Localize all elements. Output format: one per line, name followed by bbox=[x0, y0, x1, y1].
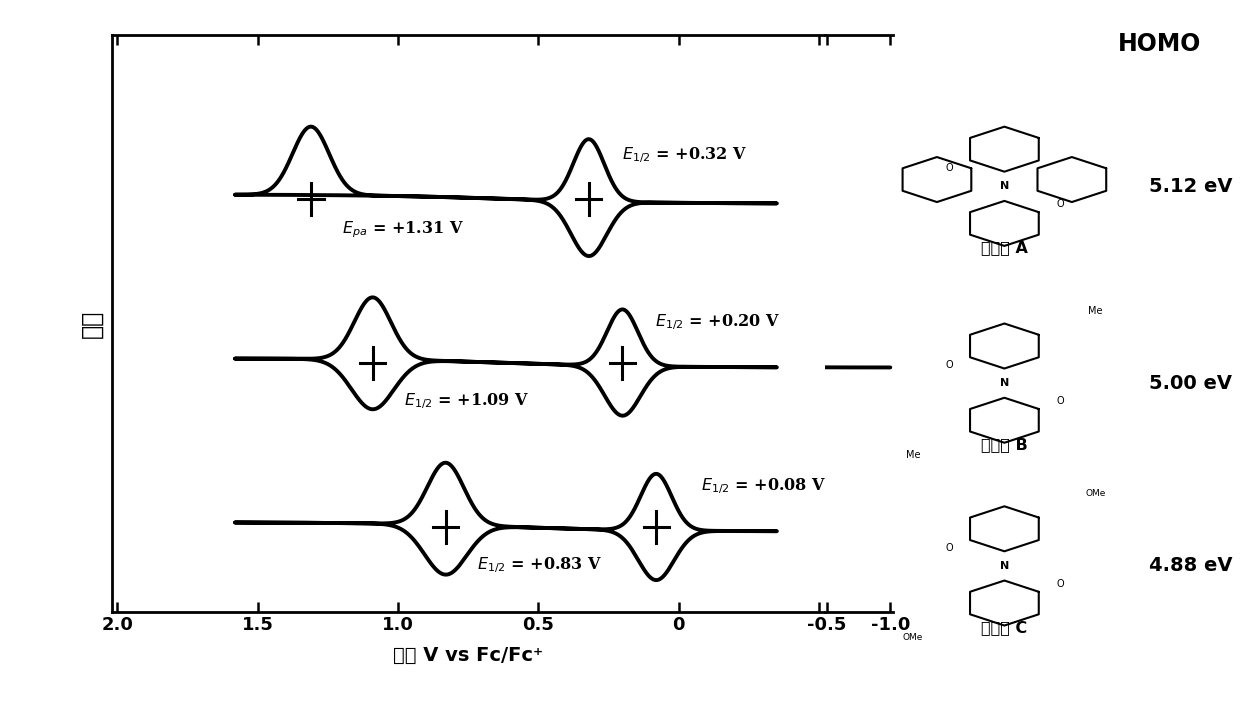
Text: $E_{1/2}$ = +0.20 V: $E_{1/2}$ = +0.20 V bbox=[655, 312, 780, 332]
Text: O: O bbox=[1056, 396, 1064, 406]
Text: Me: Me bbox=[906, 450, 920, 460]
Text: $E_{1/2}$ = +1.09 V: $E_{1/2}$ = +1.09 V bbox=[403, 391, 528, 411]
Text: O: O bbox=[1056, 579, 1064, 589]
Text: 化合物 A: 化合物 A bbox=[981, 240, 1028, 255]
Text: O: O bbox=[945, 163, 952, 174]
Text: OMe: OMe bbox=[1085, 489, 1106, 498]
Y-axis label: 电流: 电流 bbox=[79, 309, 103, 337]
Text: 5.00 eV: 5.00 eV bbox=[1149, 373, 1231, 393]
Text: Me: Me bbox=[1089, 306, 1102, 316]
Text: HOMO: HOMO bbox=[1117, 32, 1202, 56]
Text: O: O bbox=[1056, 199, 1064, 209]
Text: OMe: OMe bbox=[903, 633, 924, 643]
Text: $E_{pa}$ = +1.31 V: $E_{pa}$ = +1.31 V bbox=[342, 219, 464, 240]
Text: $E_{1/2}$ = +0.83 V: $E_{1/2}$ = +0.83 V bbox=[476, 555, 601, 575]
X-axis label: 电压 V vs Fc/Fc⁺: 电压 V vs Fc/Fc⁺ bbox=[393, 645, 543, 664]
Text: 4.88 eV: 4.88 eV bbox=[1148, 556, 1233, 576]
Text: N: N bbox=[999, 561, 1009, 571]
Text: O: O bbox=[945, 360, 952, 370]
Text: N: N bbox=[999, 181, 1009, 191]
Text: $E_{1/2}$ = +0.32 V: $E_{1/2}$ = +0.32 V bbox=[622, 146, 748, 165]
Text: N: N bbox=[999, 378, 1009, 388]
Text: $E_{1/2}$ = +0.08 V: $E_{1/2}$ = +0.08 V bbox=[701, 476, 826, 496]
Text: O: O bbox=[945, 543, 952, 553]
Text: 化合物 B: 化合物 B bbox=[981, 437, 1028, 452]
Text: 5.12 eV: 5.12 eV bbox=[1148, 176, 1233, 196]
Text: 化合物 C: 化合物 C bbox=[981, 620, 1028, 635]
